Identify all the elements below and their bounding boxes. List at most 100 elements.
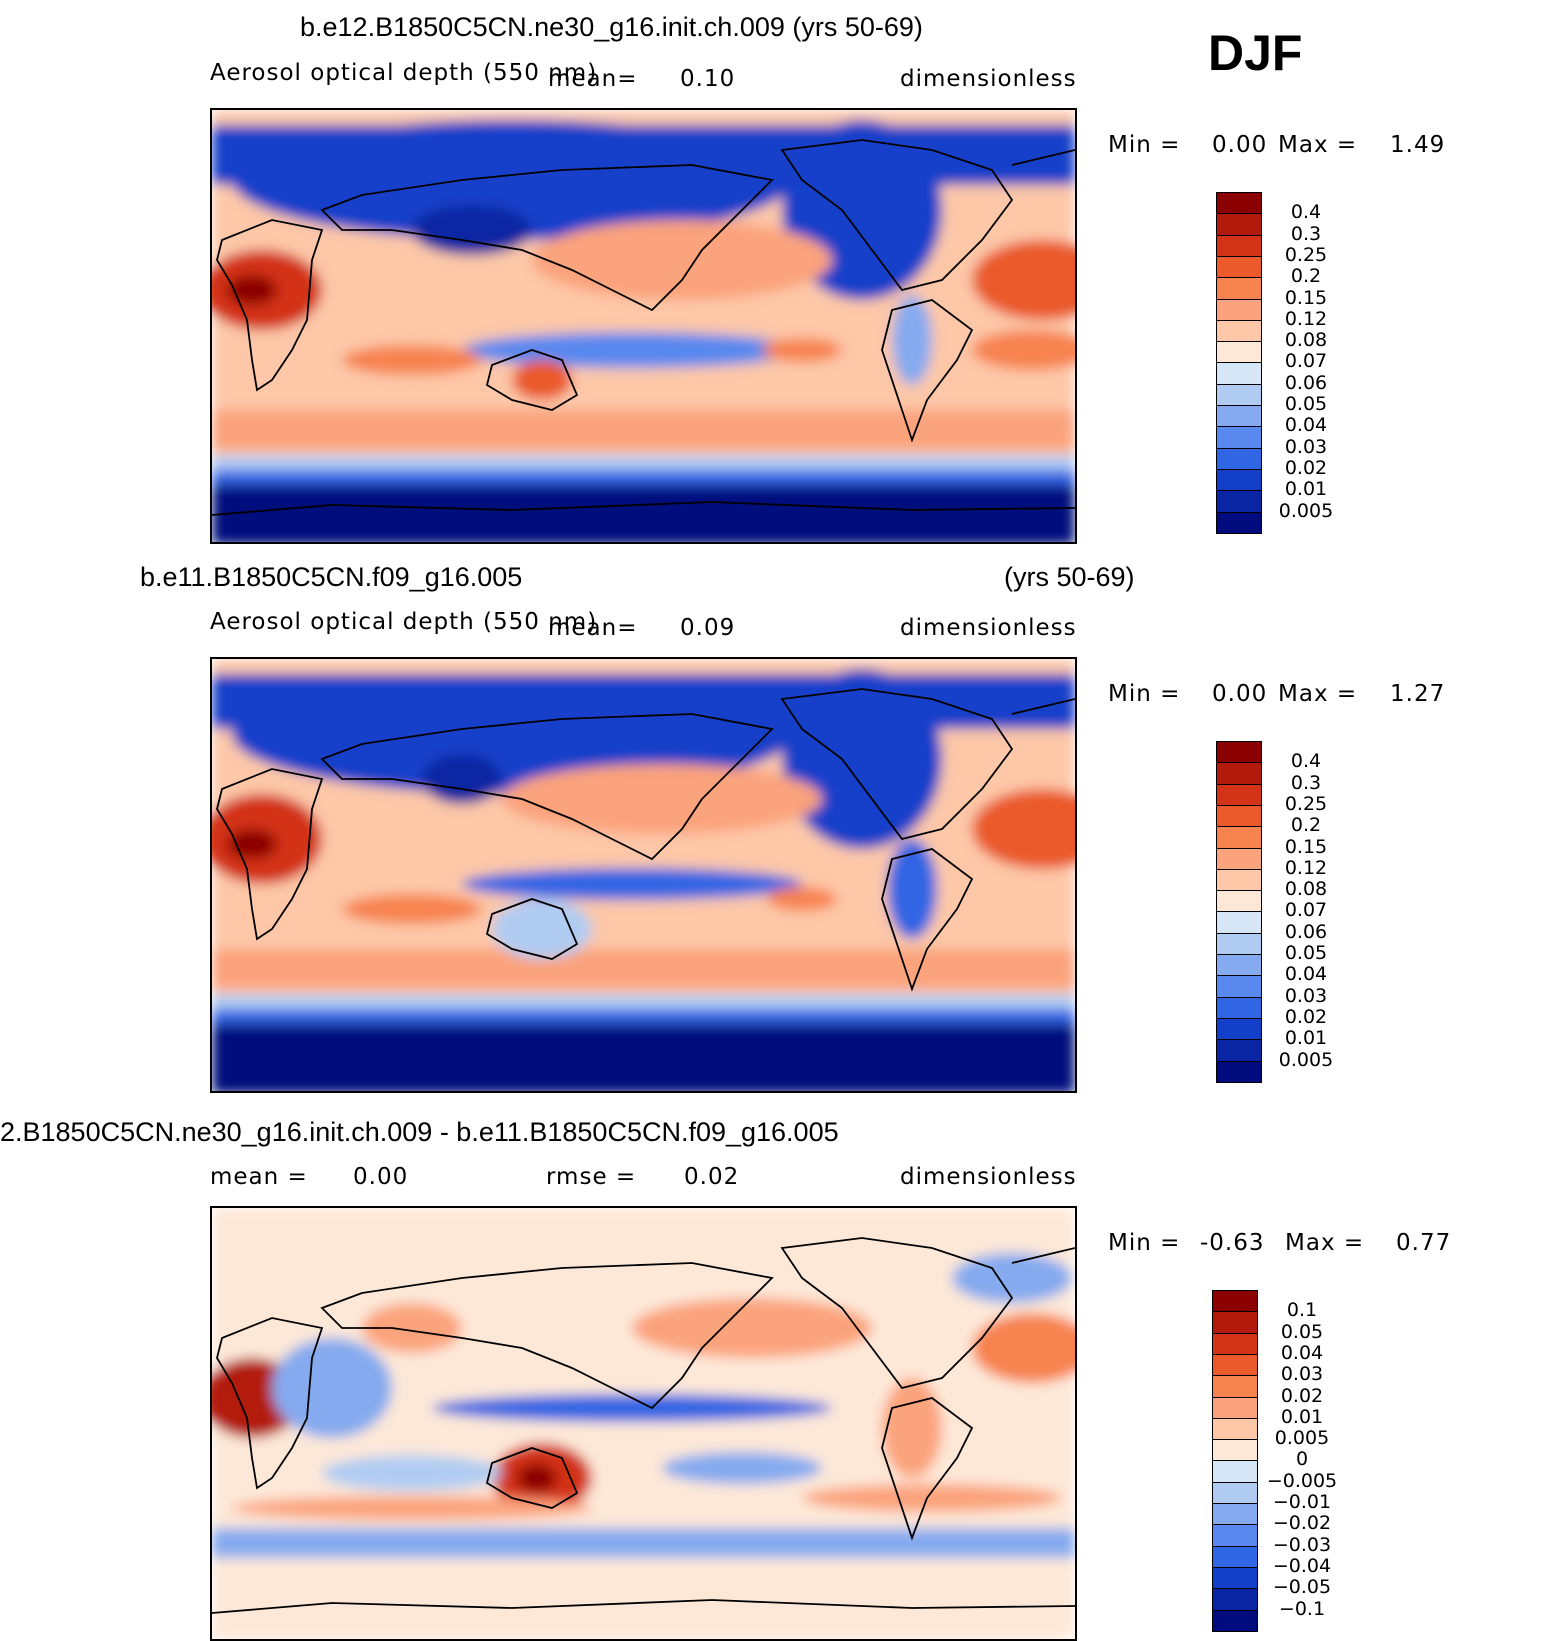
colorbar-swatch <box>1216 511 1262 534</box>
colorbar-swatch <box>1216 847 1262 870</box>
colorbar-tick-label: 0.4 <box>1290 201 1322 224</box>
colorbar-tick-label: 0.07 <box>1284 350 1328 373</box>
colorbar-tick-label: 0.08 <box>1284 878 1328 901</box>
colorbar-tick-label: 0.02 <box>1284 456 1328 479</box>
colorbar-swatch <box>1212 1503 1258 1526</box>
colorbar-swatch <box>1216 804 1262 828</box>
colorbar-tick-label: 0.01 <box>1284 478 1328 501</box>
colorbar-tick-label: 0.005 <box>1278 499 1334 522</box>
colorbar-tick-label: 0.2 <box>1290 265 1322 288</box>
colorbar-swatch <box>1216 783 1262 806</box>
colorbar-swatch <box>1216 362 1262 385</box>
colorbar-swatch <box>1212 1311 1258 1334</box>
panel3-rmse-label: rmse = <box>546 1164 637 1190</box>
colorbar-tick-label: 0.02 <box>1284 1005 1328 1028</box>
colorbar-tick-label: −0.01 <box>1272 1491 1332 1513</box>
colorbar-tick-label: 0.3 <box>1290 771 1322 794</box>
colorbar-swatch <box>1216 762 1262 785</box>
panel3-min-label: Min = <box>1108 1230 1181 1256</box>
colorbar-swatch <box>1212 1332 1258 1355</box>
colorbar-tick-label: −0.03 <box>1272 1533 1332 1556</box>
colorbar-tick-label: −0.04 <box>1272 1554 1332 1577</box>
colorbar-swatch <box>1216 932 1262 955</box>
colorbar-tick-label: 0.12 <box>1284 856 1328 879</box>
panel2-min-label: Min = <box>1108 681 1181 707</box>
colorbar-tick-label: 0.03 <box>1284 984 1328 1007</box>
colorbar-swatch <box>1212 1460 1258 1483</box>
colorbar-tick-label: 0.25 <box>1284 792 1328 815</box>
panel3-mean-value: 0.00 <box>353 1164 409 1190</box>
colorbar-tick-label: −0.005 <box>1266 1469 1338 1492</box>
colorbar-swatch <box>1212 1609 1258 1632</box>
colorbar-swatch <box>1216 868 1262 892</box>
colorbar-tick-label: −0.1 <box>1278 1597 1326 1620</box>
colorbar-tick-label: 0.15 <box>1284 835 1328 858</box>
colorbar-tick-label: 0.01 <box>1284 1027 1328 1050</box>
colorbar-tick-label: 0.2 <box>1290 814 1322 837</box>
colorbar-tick-label: 0.25 <box>1284 243 1328 266</box>
colorbar-swatch <box>1212 1417 1258 1441</box>
panel2-max-label: Max = <box>1278 681 1358 707</box>
colorbar-swatch <box>1216 490 1262 513</box>
panel3-title: 2.B1850C5CN.ne30_g16.init.ch.009 - b.e11… <box>0 1117 839 1147</box>
colorbar-swatch <box>1212 1290 1258 1313</box>
colorbar-tick-label: 0.1 <box>1286 1299 1318 1322</box>
panel3-units: dimensionless <box>900 1164 1077 1190</box>
colorbar-tick-label: 0.05 <box>1284 393 1328 415</box>
colorbar-swatch <box>1216 975 1262 998</box>
panel3-map <box>210 1206 1077 1641</box>
colorbar-swatch <box>1216 468 1262 492</box>
colorbar-swatch <box>1216 741 1262 764</box>
colorbar-tick-label: 0.12 <box>1284 307 1328 330</box>
panel2-variable: Aerosol optical depth (550 nm) <box>210 609 598 635</box>
panel3-mean-label: mean = <box>210 1164 308 1190</box>
colorbar-swatch <box>1216 234 1262 257</box>
panel1-map <box>210 108 1077 544</box>
colorbar-tick-label: 0.06 <box>1284 920 1328 943</box>
panel1-mean-value: 0.10 <box>680 66 736 92</box>
colorbar-swatch <box>1216 826 1262 849</box>
colorbar-swatch <box>1216 1060 1262 1083</box>
panel2-min-value: 0.00 <box>1212 681 1268 707</box>
colorbar-swatch <box>1216 890 1262 913</box>
colorbar-tick-label: 0.04 <box>1284 963 1328 986</box>
colorbar-swatch <box>1212 1353 1258 1377</box>
panel1-mean-label: mean= <box>548 66 638 92</box>
panel3-map-svg <box>212 1208 1075 1639</box>
colorbar-swatch <box>1216 341 1262 364</box>
colorbar-swatch <box>1216 911 1262 934</box>
colorbar-swatch <box>1216 1039 1262 1062</box>
season-label: DJF <box>1208 25 1303 81</box>
panel3-rmse-value: 0.02 <box>684 1164 740 1190</box>
colorbar-swatch <box>1216 996 1262 1019</box>
colorbar-tick-label: 0.05 <box>1280 1320 1324 1343</box>
colorbar-swatch <box>1216 426 1262 449</box>
colorbar-swatch <box>1216 298 1262 321</box>
panel1-variable: Aerosol optical depth (550 nm) <box>210 60 598 86</box>
panel2-title-years: (yrs 50-69) <box>1004 562 1135 592</box>
panel3-max-label: Max = <box>1285 1230 1365 1256</box>
panel2-map-svg <box>212 659 1075 1091</box>
colorbar-tick-label: 0.01 <box>1280 1405 1324 1428</box>
panel2-mean-label: mean= <box>548 615 638 641</box>
colorbar-tick-label: −0.05 <box>1272 1576 1332 1599</box>
colorbar-swatch <box>1216 447 1262 470</box>
colorbar-swatch <box>1216 192 1262 215</box>
panel2-map <box>210 657 1077 1093</box>
colorbar-tick-label: 0.08 <box>1284 329 1328 352</box>
colorbar-tick-label: 0.4 <box>1290 750 1322 773</box>
panel2-max-value: 1.27 <box>1390 681 1446 707</box>
colorbar-tick-label: 0.3 <box>1290 222 1322 245</box>
colorbar-swatch <box>1212 1524 1258 1547</box>
colorbar-swatch <box>1212 1439 1258 1462</box>
colorbar-tick-label: 0.005 <box>1274 1427 1330 1450</box>
colorbar-tick-label: 0.03 <box>1284 435 1328 458</box>
colorbar-swatch <box>1212 1545 1258 1568</box>
colorbar-swatch <box>1216 319 1262 343</box>
colorbar-swatch <box>1216 277 1262 300</box>
colorbar-swatch <box>1216 954 1262 977</box>
colorbar-tick-label: 0.005 <box>1278 1048 1334 1071</box>
colorbar-swatch <box>1212 1566 1258 1590</box>
panel3-min-value: -0.63 <box>1200 1230 1265 1256</box>
colorbar-tick-label: 0.07 <box>1284 899 1328 922</box>
